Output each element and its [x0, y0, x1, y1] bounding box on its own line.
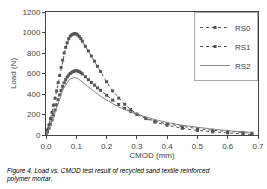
- svg-text:0.3: 0.3: [131, 142, 143, 151]
- svg-text:RS1: RS1: [235, 43, 251, 52]
- svg-text:0: 0: [36, 131, 41, 140]
- svg-text:0.0: 0.0: [40, 142, 52, 151]
- svg-text:RS2: RS2: [235, 62, 251, 71]
- svg-text:0.2: 0.2: [101, 142, 113, 151]
- svg-text:0.6: 0.6: [222, 142, 234, 151]
- svg-text:600: 600: [27, 69, 41, 78]
- svg-text:1200: 1200: [23, 8, 41, 17]
- svg-text:0.5: 0.5: [192, 142, 204, 151]
- svg-text:RS0: RS0: [235, 24, 251, 33]
- svg-text:800: 800: [27, 49, 41, 58]
- svg-text:1000: 1000: [23, 28, 41, 37]
- svg-text:Load (N): Load (N): [9, 58, 18, 89]
- svg-text:0.1: 0.1: [71, 142, 83, 151]
- svg-text:200: 200: [27, 110, 41, 119]
- svg-text:Figure 4. Load vs. CMOD test r: Figure 4. Load vs. CMOD test result of r…: [6, 167, 210, 183]
- svg-text:0.4: 0.4: [162, 142, 174, 151]
- svg-text:CMOD (mm): CMOD (mm): [129, 151, 175, 160]
- svg-text:400: 400: [27, 90, 41, 99]
- svg-text:0.7: 0.7: [252, 142, 264, 151]
